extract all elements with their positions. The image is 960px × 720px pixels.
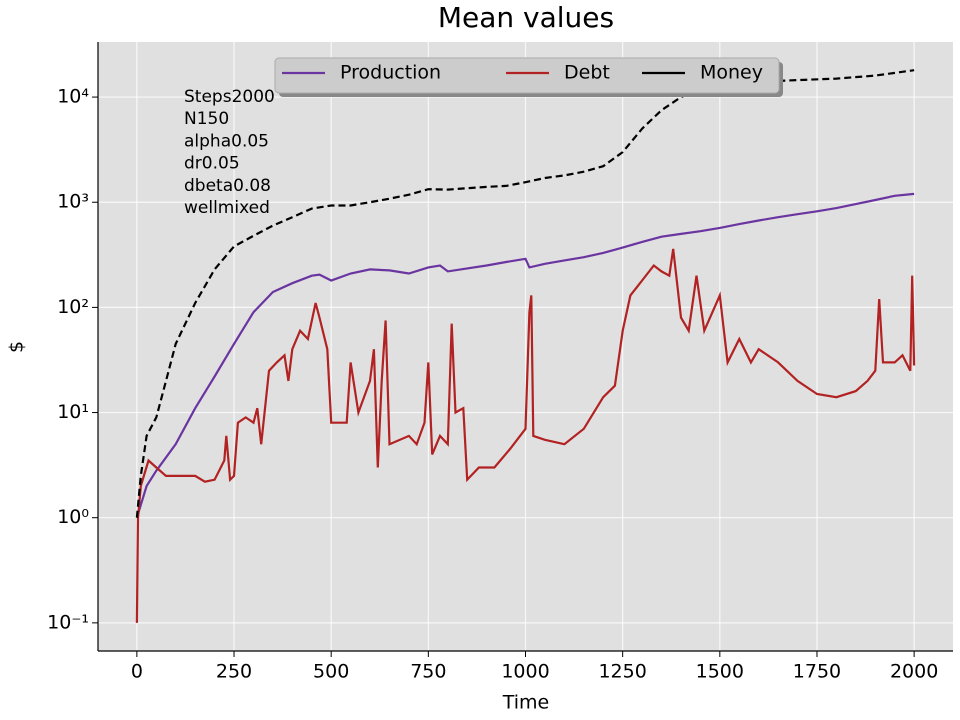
- y-tick-label: 10³: [57, 191, 89, 213]
- legend-box: [274, 57, 780, 94]
- y-tick-label: 10⁰: [57, 506, 89, 528]
- y-axis-label: $: [6, 341, 28, 353]
- annotation: wellmixed: [184, 198, 270, 218]
- x-tick-label: 0: [131, 661, 143, 683]
- data-line: [135, 248, 916, 623]
- x-tick-label: 750: [410, 661, 446, 683]
- y-tick-label: 10⁴: [57, 86, 89, 108]
- legend-label: Money: [700, 62, 763, 84]
- x-tick-label: 2000: [890, 661, 938, 683]
- annotation: N150: [184, 109, 229, 129]
- chart-title: Mean values: [438, 1, 614, 34]
- x-axis-label: Time: [502, 692, 550, 714]
- data-line: [135, 69, 915, 518]
- x-tick-label: 250: [216, 661, 252, 683]
- annotation: alpha0.05: [184, 131, 269, 151]
- y-tick-label: 10⁻¹: [47, 611, 89, 633]
- annotation: Steps2000: [184, 87, 275, 107]
- x-tick-label: 1250: [598, 661, 646, 683]
- x-tick-label: 1000: [501, 661, 549, 683]
- annotation: dbeta0.08: [184, 176, 271, 196]
- x-tick-label: 1750: [793, 661, 841, 683]
- y-tick-label: 10²: [57, 296, 89, 318]
- legend: Production Debt Money: [274, 57, 783, 97]
- x-tick-label: 500: [313, 661, 349, 683]
- x-tick-label: 1500: [696, 661, 744, 683]
- legend-label: Production: [340, 62, 441, 84]
- legend-label: Debt: [564, 62, 610, 84]
- annotation: dr0.05: [184, 154, 240, 174]
- data-line: [135, 192, 915, 519]
- y-tick-label: 10¹: [57, 401, 89, 423]
